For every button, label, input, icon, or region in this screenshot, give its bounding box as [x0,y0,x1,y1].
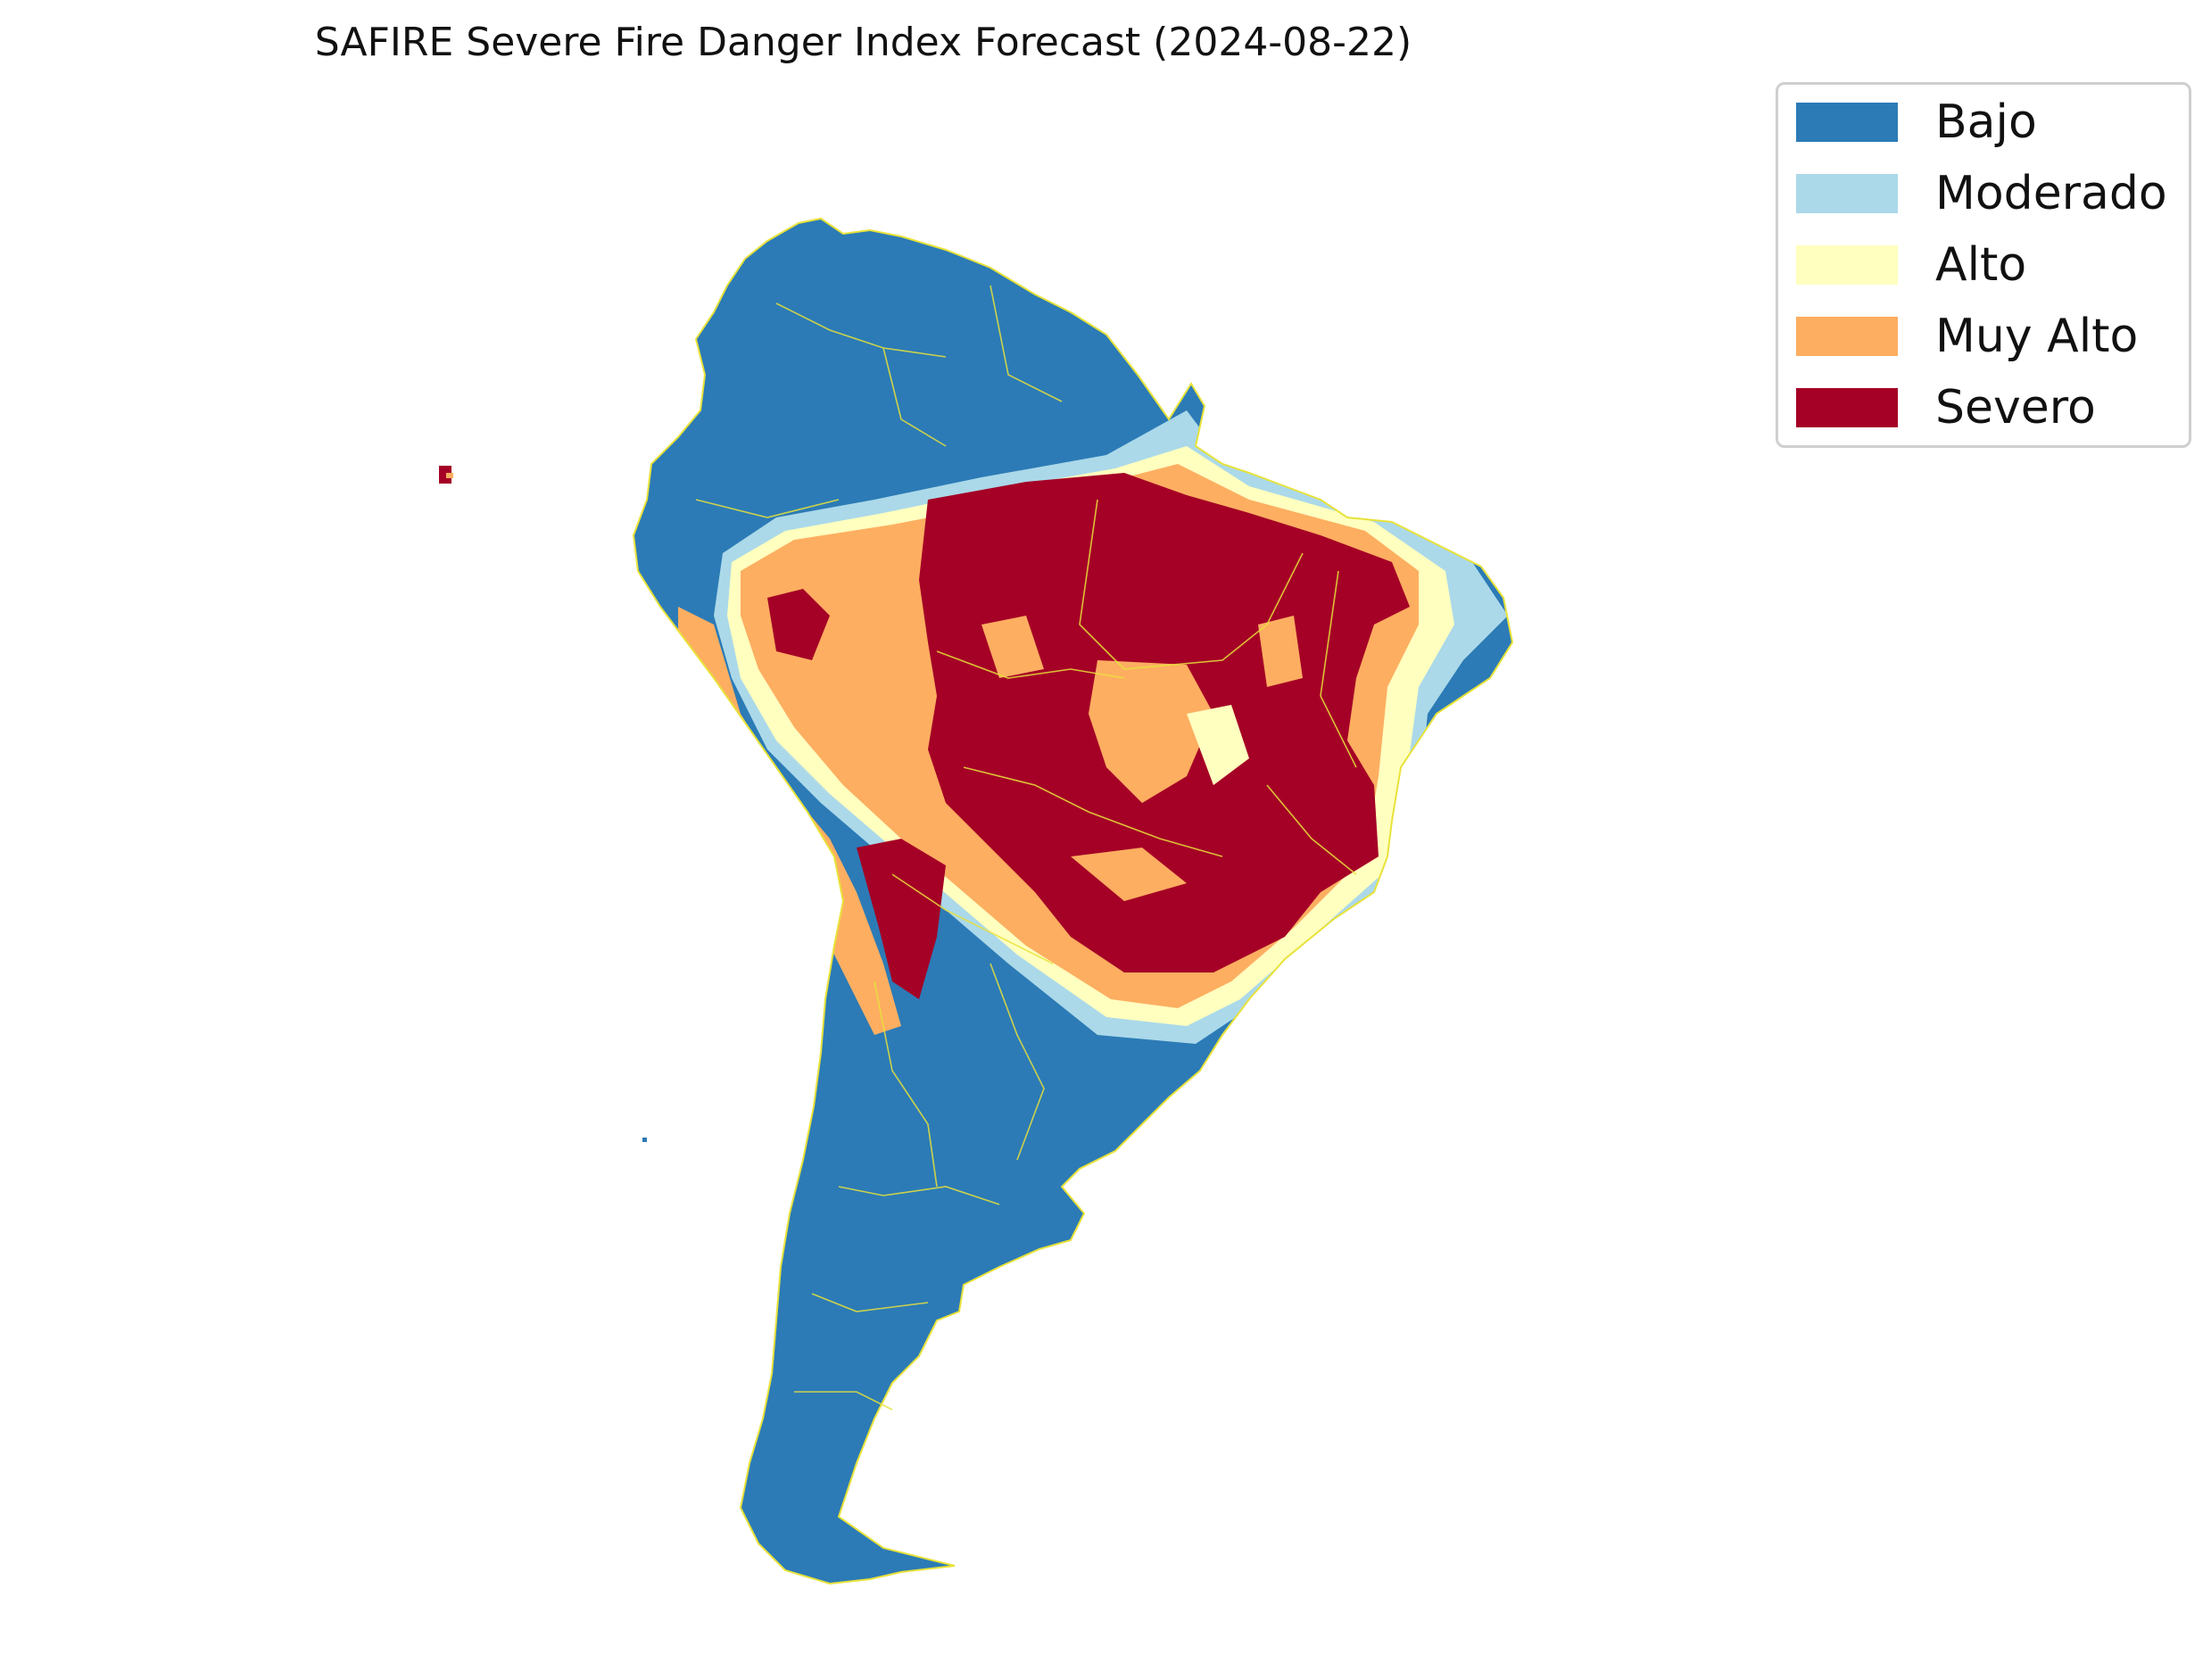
legend-item-bajo: Bajo [1796,95,2037,149]
legend-item-alto: Alto [1796,238,2026,292]
legend-label: Bajo [1935,95,2037,149]
legend-swatch [1796,388,1898,427]
legend-swatch [1796,103,1898,142]
legend-item-muy-alto: Muy Alto [1796,310,2138,363]
legend: Bajo Moderado Alto Muy Alto Severo [1776,82,2191,448]
legend-label: Muy Alto [1935,310,2139,363]
legend-label: Severo [1935,381,2096,434]
legend-item-severo: Severo [1796,381,2096,434]
legend-swatch [1796,317,1898,356]
map-title: SAFIRE Severe Fire Danger Index Forecast… [314,20,1412,65]
legend-item-moderado: Moderado [1796,167,2167,220]
legend-label: Moderado [1935,167,2167,220]
legend-swatch [1796,245,1898,285]
legend-swatch [1796,174,1898,213]
legend-label: Alto [1935,238,2027,292]
